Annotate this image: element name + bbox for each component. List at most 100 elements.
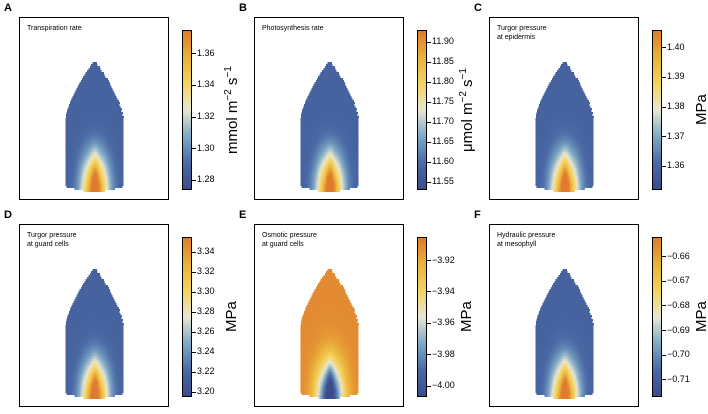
colorbar-tick-label: −3.96 bbox=[432, 317, 455, 327]
colorbar-tick bbox=[427, 323, 431, 324]
colorbar-tick bbox=[192, 292, 196, 293]
colorbar-tick bbox=[192, 352, 196, 353]
panel-title-line: at mesophyll bbox=[497, 240, 555, 249]
colorbar bbox=[652, 30, 662, 190]
colorbar-tick bbox=[427, 82, 431, 83]
panel-letter: D bbox=[4, 209, 12, 221]
colorbar-unit-label: MPa bbox=[693, 302, 708, 333]
colorbar-tick bbox=[662, 379, 666, 380]
colorbar-tick-label: 3.34 bbox=[197, 246, 215, 256]
leaf-heatmap bbox=[20, 225, 168, 406]
colorbar-tick-label: 1.40 bbox=[667, 42, 685, 52]
unit-exponent: −2 bbox=[223, 89, 234, 100]
colorbar-tick-label: 3.22 bbox=[197, 366, 215, 376]
colorbar-tick-label: −0.66 bbox=[667, 251, 690, 261]
colorbar-tick bbox=[427, 142, 431, 143]
colorbar-tick-label: 3.26 bbox=[197, 326, 215, 336]
colorbar-tick-label: 11.70 bbox=[432, 116, 454, 126]
colorbar-tick-label: 3.30 bbox=[197, 286, 215, 296]
colorbar bbox=[652, 237, 662, 397]
colorbar-tick bbox=[427, 260, 431, 261]
panel-title: Transpiration rate bbox=[27, 24, 82, 33]
colorbar-tick bbox=[427, 102, 431, 103]
panel-letter: E bbox=[239, 209, 246, 221]
leaf-heatmap bbox=[255, 225, 403, 406]
colorbar-tick bbox=[427, 162, 431, 163]
panel-title-line: at epidermis bbox=[497, 33, 547, 42]
colorbar-tick-label: −0.68 bbox=[667, 300, 690, 310]
leaf-heatmap bbox=[20, 18, 168, 199]
unit-text: MPa bbox=[458, 302, 475, 333]
colorbar-tick-label: 1.30 bbox=[197, 143, 215, 153]
panel-title-line: Osmotic pressure bbox=[262, 231, 317, 240]
colorbar-tick-label: 3.20 bbox=[197, 386, 215, 396]
panel-title-line: at guard cells bbox=[27, 240, 77, 249]
panel-title-line: Turgor pressure bbox=[497, 24, 547, 33]
colorbar-tick bbox=[192, 85, 196, 86]
colorbar-tick-label: 11.65 bbox=[432, 136, 454, 146]
colorbar-tick bbox=[427, 386, 431, 387]
colorbar-tick-label: 1.39 bbox=[667, 71, 685, 81]
heatmap-frame: Transpiration rate bbox=[19, 17, 169, 200]
colorbar bbox=[182, 237, 192, 397]
leaf-heatmap bbox=[255, 18, 403, 199]
panel-letter: F bbox=[474, 209, 481, 221]
colorbar-tick bbox=[662, 281, 666, 282]
colorbar-tick bbox=[662, 305, 666, 306]
panel-title-line: Photosynthesis rate bbox=[262, 24, 323, 33]
colorbar-tick bbox=[427, 291, 431, 292]
colorbar-tick bbox=[427, 182, 431, 183]
unit-text: MPa bbox=[223, 302, 240, 333]
unit-text: MPa bbox=[693, 95, 708, 126]
colorbar-tick-label: 1.34 bbox=[197, 79, 215, 89]
colorbar-tick bbox=[662, 107, 666, 108]
colorbar-unit-label: MPa bbox=[693, 95, 708, 126]
colorbar-tick-label: −0.67 bbox=[667, 275, 690, 285]
colorbar-tick bbox=[662, 77, 666, 78]
colorbar-tick-label: 1.37 bbox=[667, 131, 685, 141]
colorbar-tick-label: 11.75 bbox=[432, 96, 454, 106]
panel-title-line: Hydraulic pressure bbox=[497, 231, 555, 240]
colorbar-tick-label: −0.69 bbox=[667, 325, 690, 335]
unit-exponent: −2 bbox=[458, 91, 469, 102]
colorbar-unit-label: MPa bbox=[458, 302, 475, 333]
heatmap-frame: Photosynthesis rate bbox=[254, 17, 404, 200]
panel-letter: B bbox=[239, 2, 247, 14]
panel-title: Photosynthesis rate bbox=[262, 24, 323, 33]
colorbar-tick-label: 11.55 bbox=[432, 176, 454, 186]
colorbar-tick-label: −3.94 bbox=[432, 286, 455, 296]
colorbar-tick-label: 1.38 bbox=[667, 101, 685, 111]
colorbar-tick bbox=[662, 136, 666, 137]
colorbar bbox=[417, 237, 427, 397]
colorbar-tick bbox=[427, 354, 431, 355]
colorbar-tick bbox=[192, 252, 196, 253]
panel-letter: C bbox=[474, 2, 482, 14]
colorbar-tick bbox=[192, 312, 196, 313]
colorbar-tick-label: 11.80 bbox=[432, 76, 454, 86]
colorbar-tick bbox=[662, 166, 666, 167]
colorbar-tick bbox=[192, 53, 196, 54]
colorbar-tick-label: 1.32 bbox=[197, 111, 215, 121]
colorbar-tick bbox=[192, 272, 196, 273]
unit-text: MPa bbox=[693, 302, 708, 333]
colorbar-tick bbox=[192, 180, 196, 181]
colorbar-tick-label: −0.70 bbox=[667, 349, 690, 359]
colorbar-tick-label: 3.24 bbox=[197, 346, 215, 356]
colorbar-tick-label: 1.36 bbox=[667, 160, 685, 170]
panel-title-line: at guard cells bbox=[262, 240, 317, 249]
leaf-heatmap bbox=[490, 225, 638, 406]
colorbar-tick bbox=[192, 392, 196, 393]
leaf-heatmap bbox=[490, 18, 638, 199]
colorbar-tick bbox=[192, 372, 196, 373]
